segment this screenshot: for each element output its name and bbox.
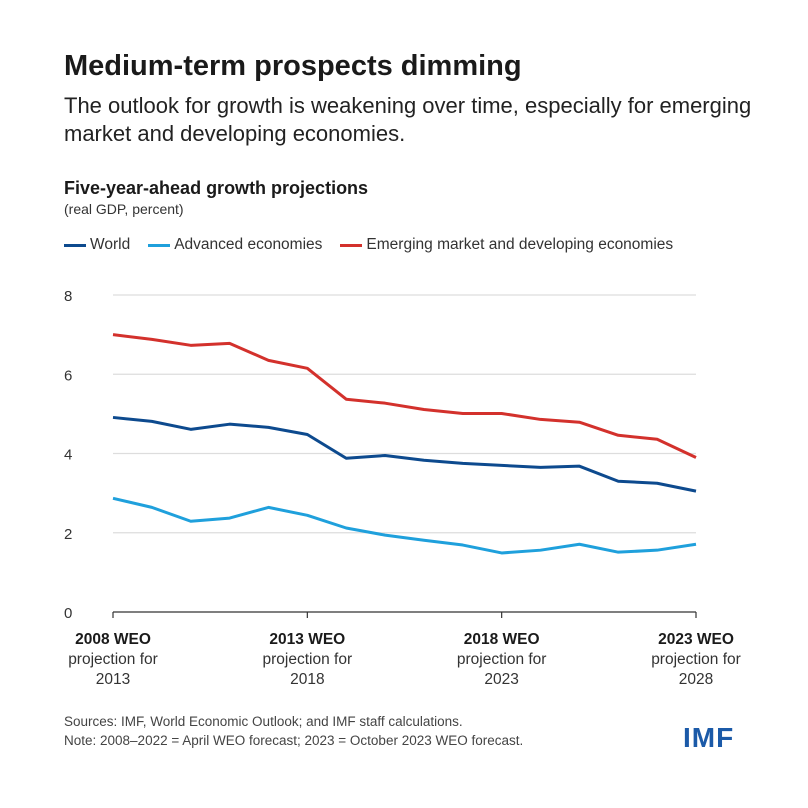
x-tick-label: 2018 WEO (464, 631, 540, 648)
chart-unit: (real GDP, percent) (64, 201, 184, 217)
x-tick-label: 2018 (290, 671, 324, 688)
x-tick-label: 2013 (96, 671, 130, 688)
x-tick-label: projection for (68, 651, 158, 668)
series-line-world (112, 415, 697, 493)
x-tick-label: 2023 (484, 671, 518, 688)
x-tick-label: 2013 WEO (269, 631, 345, 648)
legend-item-advanced: Advanced economies (148, 236, 322, 254)
note-text: Note: 2008–2022 = April WEO forecast; 20… (64, 733, 524, 748)
x-tick-label: 2023 WEO (658, 631, 734, 648)
x-tick-label: 2008 WEO (75, 631, 151, 648)
legend-swatch (148, 243, 171, 247)
subheadline: The outlook for growth is weakening over… (64, 93, 752, 146)
y-tick-label: 6 (64, 367, 72, 384)
legend-swatch (340, 243, 363, 247)
legend-item-world: World (64, 236, 130, 254)
y-tick-label: 2 (64, 526, 72, 543)
legend-label: Advanced economies (174, 236, 323, 253)
headline: Medium-term prospects dimming (64, 50, 522, 82)
imf-logo: IMF (683, 722, 735, 753)
legend-label: Emerging market and developing economies (366, 236, 674, 253)
y-tick-label: 4 (64, 447, 72, 464)
y-tick-label: 8 (64, 288, 72, 305)
legend: World Advanced economies Emerging market… (64, 236, 673, 254)
legend-swatch (64, 243, 86, 247)
x-tick-label: 2028 (679, 671, 713, 688)
legend-item-emde: Emerging market and developing economies (340, 236, 673, 254)
legend-label: World (90, 236, 131, 253)
sources-text: Sources: IMF, World Economic Outlook; an… (64, 714, 463, 729)
x-tick-label: projection for (457, 651, 547, 668)
chart-title: Five-year-ahead growth projections (64, 178, 369, 198)
series-line-advanced (112, 496, 697, 555)
footnote: Sources: IMF, World Economic Outlook; an… (64, 712, 523, 750)
y-tick-label: 0 (64, 605, 72, 622)
series-line-emde (112, 333, 697, 459)
x-tick-label: projection for (651, 651, 741, 668)
x-tick-label: projection for (263, 651, 353, 668)
